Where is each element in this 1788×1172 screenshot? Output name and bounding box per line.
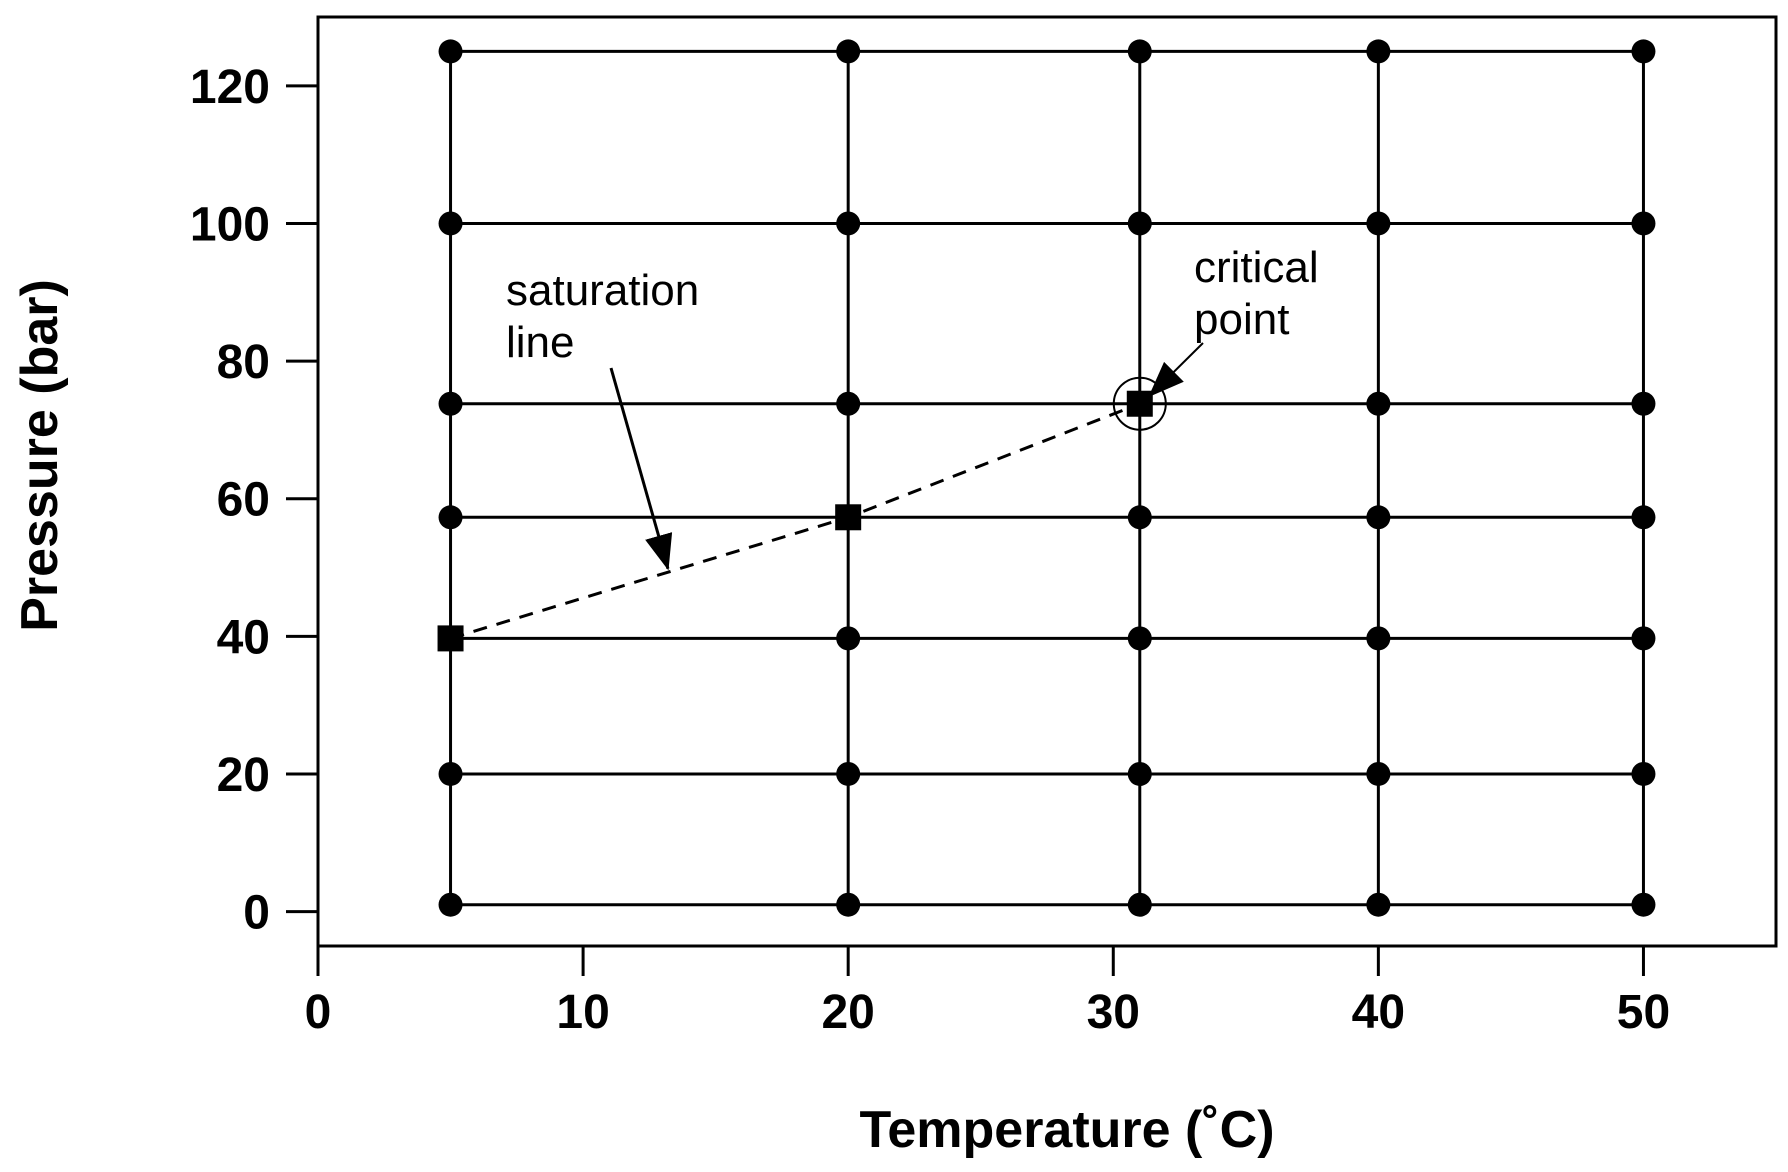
x-axis-label: Temperature (˚C) xyxy=(859,1101,1274,1159)
x-tick-label-10: 10 xyxy=(556,986,609,1039)
critical-point-arrow xyxy=(1148,342,1204,398)
data-point-50-125 xyxy=(1631,39,1656,64)
data-point-50-39.7 xyxy=(1631,626,1656,651)
data-point-31-20 xyxy=(1127,761,1152,786)
critical-point-annotation-line-0: critical xyxy=(1194,243,1319,292)
x-tick-label-30: 30 xyxy=(1087,986,1140,1039)
y-tick-label-120: 120 xyxy=(190,61,270,114)
saturation-series xyxy=(437,390,1153,652)
data-point-31-125 xyxy=(1127,39,1152,64)
data-point-40-73.8 xyxy=(1366,391,1391,416)
y-tick-label-0: 0 xyxy=(243,887,270,940)
critical-point-ring xyxy=(1112,376,1167,431)
data-point-40-57.3 xyxy=(1366,505,1391,530)
x-tick-label-50: 50 xyxy=(1617,986,1670,1039)
data-point-31-100 xyxy=(1127,211,1152,236)
data-point-40-20 xyxy=(1366,761,1391,786)
data-point-50-57.3 xyxy=(1631,505,1656,530)
saturation-line-annotation-line-1: line xyxy=(506,318,575,367)
data-point-50-1 xyxy=(1631,892,1656,917)
saturation-point-5 xyxy=(437,625,464,652)
data-point-20-39.7 xyxy=(836,626,861,651)
y-tick-label-100: 100 xyxy=(190,198,270,251)
x-tick-label-0: 0 xyxy=(305,986,332,1039)
data-point-20-73.8 xyxy=(836,391,861,416)
data-point-40-100 xyxy=(1366,211,1391,236)
critical-point-annotation: critical point xyxy=(1194,243,1319,344)
saturation-point-20 xyxy=(835,504,862,531)
data-point-50-20 xyxy=(1631,761,1656,786)
y-axis-label: Pressure (bar) xyxy=(11,279,69,632)
data-point-20-125 xyxy=(836,39,861,64)
data-point-5-20 xyxy=(438,761,463,786)
data-point-20-20 xyxy=(836,761,861,786)
data-point-20-100 xyxy=(836,211,861,236)
data-point-5-100 xyxy=(438,211,463,236)
data-point-40-1 xyxy=(1366,892,1391,917)
saturation-line-arrow xyxy=(609,367,673,571)
data-point-20-1 xyxy=(836,892,861,917)
y-tick-label-60: 60 xyxy=(217,474,270,527)
data-point-31-57.3 xyxy=(1127,505,1152,530)
data-point-5-57.3 xyxy=(438,505,463,530)
data-point-5-73.8 xyxy=(438,391,463,416)
plot-frame xyxy=(316,15,1778,948)
data-point-50-100 xyxy=(1631,211,1656,236)
x-tick-label-40: 40 xyxy=(1352,986,1405,1039)
data-point-5-1 xyxy=(438,892,463,917)
y-tick-label-80: 80 xyxy=(217,336,270,389)
x-tick-label-20: 20 xyxy=(821,986,874,1039)
grid-series xyxy=(438,39,1656,917)
saturation-line-annotation-line-0: saturation xyxy=(506,266,699,315)
saturation-line-annotation: saturation line xyxy=(506,266,699,367)
y-tick-label-40: 40 xyxy=(217,611,270,664)
data-point-5-125 xyxy=(438,39,463,64)
data-point-50-73.8 xyxy=(1631,391,1656,416)
data-point-31-39.7 xyxy=(1127,626,1152,651)
y-tick-label-20: 20 xyxy=(217,749,270,802)
data-point-40-125 xyxy=(1366,39,1391,64)
critical-point-annotation-line-1: point xyxy=(1194,295,1289,344)
data-point-40-39.7 xyxy=(1366,626,1391,651)
saturation-line xyxy=(450,402,1141,640)
saturation-point-31 xyxy=(1126,390,1153,417)
data-point-31-1 xyxy=(1127,892,1152,917)
